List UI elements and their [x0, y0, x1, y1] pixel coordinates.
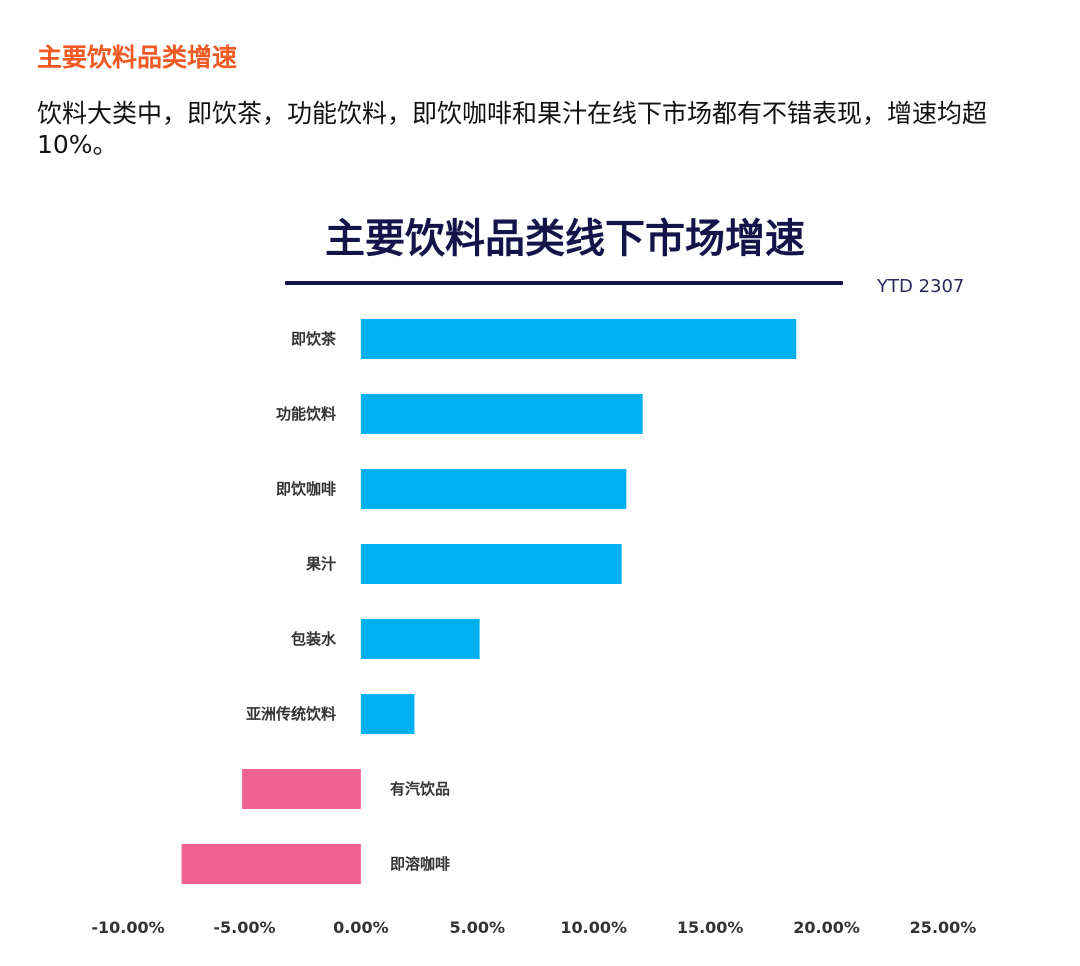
- category-label: 即溶咖啡: [390, 855, 450, 873]
- chart-subtitle: YTD 2307: [876, 276, 964, 297]
- bar: [360, 319, 797, 359]
- x-tick-label: 10.00%: [560, 918, 627, 937]
- bar: [360, 694, 415, 734]
- description-paragraph: 饮料大类中，即饮茶，功能饮料，即饮咖啡和果汁在线下市场都有不错表现，增速均超10…: [37, 99, 988, 159]
- bar: [360, 469, 627, 509]
- category-label: 即饮茶: [291, 330, 337, 348]
- category-label: 有汽饮品: [390, 780, 450, 798]
- category-label: 功能饮料: [276, 405, 336, 423]
- x-tick-label: -10.00%: [91, 918, 164, 937]
- x-tick-label: -5.00%: [213, 918, 275, 937]
- category-label: 亚洲传统饮料: [246, 705, 336, 723]
- bar: [360, 394, 643, 434]
- bar: [242, 769, 361, 809]
- bar: [360, 544, 622, 584]
- category-label: 果汁: [305, 555, 336, 573]
- category-label: 即饮咖啡: [276, 480, 336, 498]
- x-tick-label: 15.00%: [677, 918, 744, 937]
- section-title: 主要饮料品类增速: [37, 43, 238, 72]
- bar: [181, 844, 361, 884]
- x-tick-label: 20.00%: [793, 918, 860, 937]
- x-tick-label: 5.00%: [450, 918, 506, 937]
- category-label: 包装水: [291, 630, 337, 648]
- x-tick-label: 25.00%: [910, 918, 977, 937]
- chart-title: 主要饮料品类线下市场增速: [325, 216, 805, 262]
- bar: [360, 619, 480, 659]
- x-tick-label: 0.00%: [333, 918, 389, 937]
